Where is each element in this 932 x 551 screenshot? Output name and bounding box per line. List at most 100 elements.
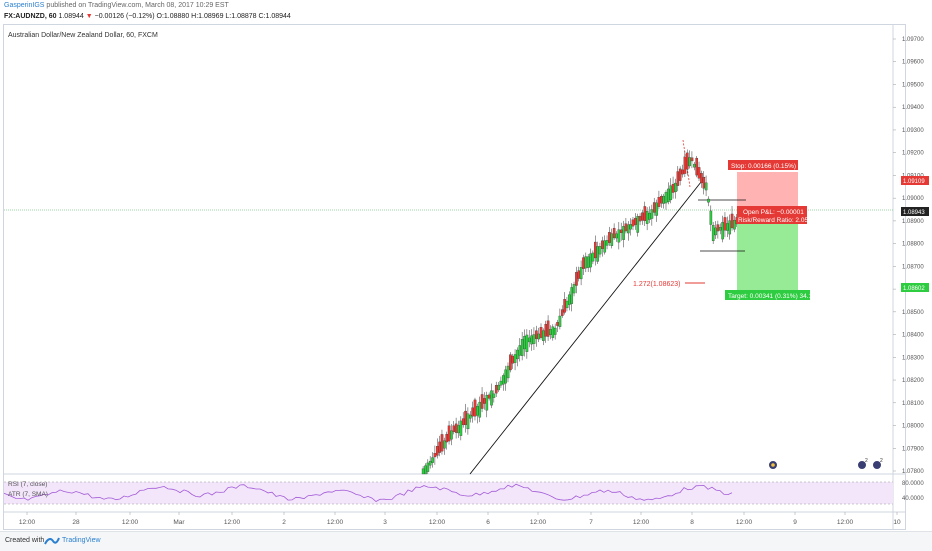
open-pnl-label: Open P&L: −0.00001	[743, 209, 804, 216]
symbol-name: FX:AUDNZD, 60	[4, 13, 57, 20]
candle-body	[487, 394, 491, 399]
candle-body	[438, 441, 441, 453]
chart-title: Australian Dollar/New Zealand Dollar, 60…	[8, 32, 158, 39]
trendline[interactable]	[469, 176, 706, 475]
stop-zone[interactable]	[737, 172, 798, 211]
candle-body	[643, 206, 647, 222]
candle-body	[683, 156, 687, 174]
candle-body	[605, 240, 609, 246]
target-label: Target: 0.00341 (0.31%) 34.1	[728, 293, 813, 300]
candle-body	[471, 407, 474, 417]
candle-body	[610, 233, 614, 246]
candle-body	[450, 430, 453, 440]
candle-body	[469, 414, 472, 419]
time-axis-label: 8	[690, 519, 694, 526]
target-price-badge	[901, 283, 929, 292]
candle-body	[563, 299, 566, 313]
candle-body	[730, 213, 734, 229]
publish-text: published on TradingView.com, March 08, …	[46, 2, 229, 9]
time-axis-label: 6	[486, 519, 490, 526]
candle-body	[723, 217, 727, 231]
candle-body	[575, 272, 578, 286]
candle-body	[502, 375, 505, 385]
candle-body	[426, 462, 430, 472]
candle-body	[483, 398, 486, 404]
price-axis-label: 1.09200	[902, 151, 924, 157]
candle-body	[473, 399, 477, 417]
time-axis-label: 3	[383, 519, 387, 526]
candle-body	[688, 157, 691, 167]
candle-body	[629, 224, 632, 230]
candle-body	[478, 401, 482, 418]
price-axis-label: 1.09700	[902, 37, 924, 43]
candle-body	[535, 330, 538, 339]
candle-body	[598, 246, 602, 255]
candle-body	[466, 413, 470, 430]
candle-body	[733, 219, 736, 230]
candle-body	[652, 202, 656, 213]
candle-body	[530, 335, 533, 345]
candle-body	[716, 224, 720, 232]
candle-body	[492, 393, 496, 398]
candle-body	[638, 215, 642, 222]
event-icon[interactable]	[872, 460, 882, 470]
candle-body	[695, 157, 699, 176]
target-zone[interactable]	[737, 211, 798, 290]
candle-body	[714, 227, 717, 236]
candle-body	[490, 390, 493, 406]
candle-body	[435, 446, 439, 456]
candle-body	[506, 365, 510, 379]
candle-body	[560, 309, 564, 316]
candle-body	[428, 460, 432, 466]
candle-body	[593, 241, 597, 259]
time-axis-label: 28	[72, 519, 80, 526]
candle-body	[645, 211, 649, 224]
time-axis-label: 12:00	[736, 519, 753, 526]
candle-body	[603, 240, 607, 253]
down-arrow-icon: ▼	[85, 13, 93, 20]
candle-body	[461, 418, 465, 426]
candle-body	[707, 198, 710, 203]
rsi-label: RSI (7, close)	[8, 481, 47, 488]
author-link[interactable]: GasperinIGS	[4, 2, 45, 9]
price-axis: 1.09700 1.09600 1.09500 1.09400 1.09300 1.092…	[893, 37, 924, 475]
price-axis-label: 1.08500	[902, 310, 924, 316]
target-price-text: 1.08602	[903, 286, 925, 292]
candle-body	[617, 229, 621, 243]
candle-body	[622, 226, 625, 240]
candle-body	[655, 202, 658, 216]
candle-body	[586, 256, 590, 268]
candle-body	[636, 216, 640, 233]
candle-body	[511, 355, 515, 364]
candle-body	[443, 440, 446, 449]
created-with-text: Created with	[5, 537, 45, 544]
publish-info: GasperinIGS published on TradingView.com…	[4, 2, 229, 9]
price-axis-label: 1.09000	[902, 196, 924, 202]
projection-line[interactable]	[682, 139, 691, 188]
event-icon-dot	[771, 463, 775, 467]
candle-body	[657, 197, 661, 207]
candle-body	[690, 157, 694, 162]
price-axis-label: 1.09600	[902, 60, 924, 66]
candle-body	[445, 434, 449, 443]
atr-label: ATR (7, SMA)	[8, 491, 48, 498]
candle-body	[660, 196, 663, 204]
last-price: 1.08944	[58, 13, 84, 20]
candle-body	[711, 225, 715, 242]
candle-body	[480, 394, 484, 409]
time-axis-label: 12:00	[837, 519, 854, 526]
stop-label-box	[728, 160, 798, 170]
ohlc-values: O:1.08880 H:1.08969 L:1.08878 C:1.08944	[156, 13, 291, 20]
candle-body	[579, 267, 583, 280]
price-axis-label: 1.08700	[902, 264, 924, 270]
event-icon[interactable]	[857, 460, 867, 470]
price-axis-label: 1.07900	[902, 446, 924, 452]
symbol-info: FX:AUDNZD, 60 1.08944 ▼ −0.00126 (−0.12%…	[4, 13, 291, 20]
tradingview-link[interactable]: TradingView	[62, 537, 101, 544]
candle-body	[664, 192, 668, 204]
candle-body	[523, 335, 526, 350]
time-axis-label: 12:00	[327, 519, 344, 526]
candle-body	[678, 168, 682, 181]
candle-body	[704, 182, 708, 191]
